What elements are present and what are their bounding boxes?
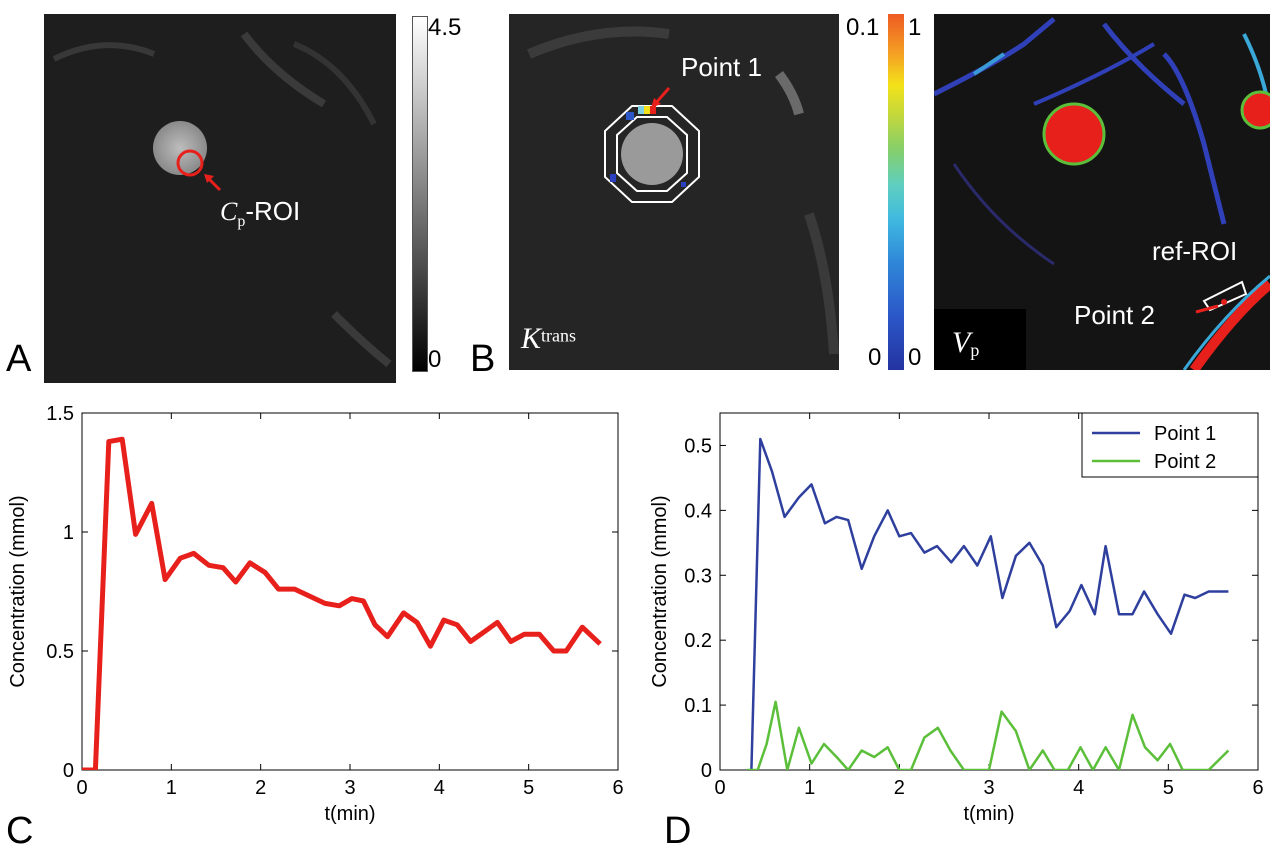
series-line bbox=[82, 436, 602, 770]
vp-label: Vp bbox=[952, 326, 979, 361]
x-tick-label: 0 bbox=[714, 777, 725, 799]
cp-roi-circle bbox=[176, 149, 204, 177]
x-tick-label: 0 bbox=[76, 777, 87, 799]
x-tick-label: 1 bbox=[804, 777, 815, 799]
vp-label-main: V bbox=[952, 326, 971, 359]
y-tick-label: 0.5 bbox=[46, 641, 74, 663]
point2-marker bbox=[1195, 304, 1219, 314]
ref-roi-box bbox=[1202, 280, 1248, 312]
panel-vp-image: ref-ROI Point 2 Vp bbox=[934, 14, 1270, 370]
cp-roi-label: Cp-ROI bbox=[220, 196, 300, 231]
panel-vp-colorbar-min: 0 bbox=[908, 344, 922, 371]
point1-label: Point 1 bbox=[681, 52, 762, 82]
y-tick-label: 0.2 bbox=[684, 630, 712, 652]
y-tick-label: 0.3 bbox=[684, 565, 712, 587]
x-axis-label: t(min) bbox=[963, 803, 1014, 825]
legend-label: Point 2 bbox=[1154, 451, 1216, 473]
panel-b-image: Point 1 Ktrans bbox=[509, 14, 839, 370]
artery-blob bbox=[621, 123, 683, 185]
y-tick-label: 0.1 bbox=[684, 695, 712, 717]
x-tick-label: 4 bbox=[434, 777, 445, 799]
artery-blob bbox=[153, 121, 207, 175]
cp-roi-label-suffix: -ROI bbox=[245, 196, 301, 226]
panel-a-image: Cp-ROI bbox=[44, 14, 396, 383]
panel-b-colorbar-max: 0.1 bbox=[846, 14, 880, 41]
panel-a-colorbar-max: 4.5 bbox=[428, 14, 462, 41]
legend-label: Point 1 bbox=[1154, 423, 1216, 445]
ktrans-label-main: K bbox=[521, 322, 542, 355]
x-tick-label: 2 bbox=[894, 777, 905, 799]
panel-b-colorbar bbox=[888, 14, 904, 370]
panel-b-mri bbox=[509, 14, 839, 370]
panel-b-colorbar-min: 0 bbox=[868, 344, 882, 371]
y-axis-label: Concentration (mmol) bbox=[649, 495, 671, 687]
panel-letter-d: D bbox=[664, 810, 692, 852]
ktrans-label-sup: trans bbox=[541, 325, 577, 346]
x-tick-label: 5 bbox=[1163, 777, 1174, 799]
vp-label-sub: p bbox=[970, 340, 980, 361]
cp-roi-label-sub: p bbox=[237, 213, 246, 231]
panel-letter-c: C bbox=[6, 810, 34, 852]
y-tick-label: 0 bbox=[701, 760, 712, 782]
y-tick-label: 1 bbox=[63, 522, 74, 544]
x-tick-label: 4 bbox=[1073, 777, 1084, 799]
ktrans-label: Ktrans bbox=[521, 322, 576, 356]
artery-vp bbox=[1042, 102, 1106, 166]
panel-a-mri bbox=[44, 14, 396, 383]
series-line-point-1 bbox=[750, 437, 1229, 770]
panel-vp-colorbar-max: 1 bbox=[908, 14, 922, 41]
x-tick-label: 5 bbox=[523, 777, 534, 799]
ref-roi-label: ref-ROI bbox=[1152, 236, 1238, 266]
x-axis-label: t(min) bbox=[324, 803, 375, 825]
y-tick-label: 0 bbox=[63, 760, 74, 782]
series-line-point-2 bbox=[746, 700, 1230, 770]
panel-a-colorbar bbox=[412, 16, 428, 372]
plot-area bbox=[81, 412, 619, 771]
panel-vp-map bbox=[934, 14, 1270, 370]
legend-box bbox=[1081, 412, 1259, 478]
y-tick-label: 0.4 bbox=[684, 500, 712, 522]
cp-roi-label-main: C bbox=[220, 197, 238, 226]
x-tick-label: 3 bbox=[344, 777, 355, 799]
inner-ring-roi bbox=[616, 116, 688, 192]
y-axis-label: Concentration (mmol) bbox=[7, 495, 29, 687]
x-tick-label: 6 bbox=[612, 777, 623, 799]
chart-d: 0 1 2 3 4 5 6 0 0.1 0.2 0.3 0.4 0.5 t(min) Concentrati… bbox=[649, 412, 1264, 825]
x-tick-label: 3 bbox=[983, 777, 994, 799]
panel-letter-a: A bbox=[6, 338, 32, 380]
panel-letter-b: B bbox=[470, 338, 496, 380]
y-tick-label: 1.5 bbox=[46, 403, 74, 425]
outer-ring-roi bbox=[604, 105, 700, 203]
panel-a-colorbar-min: 0 bbox=[428, 346, 442, 373]
point2-label: Point 2 bbox=[1074, 300, 1155, 330]
x-tick-label: 2 bbox=[255, 777, 266, 799]
x-tick-label: 6 bbox=[1252, 777, 1263, 799]
x-tick-label: 1 bbox=[166, 777, 177, 799]
chart-c: 0 1 2 3 4 5 6 0 0.5 1 1.5 t(min) Concentration (mmol… bbox=[7, 403, 624, 825]
vp-label-box bbox=[934, 309, 1026, 370]
y-tick-label: 0.5 bbox=[684, 435, 712, 457]
